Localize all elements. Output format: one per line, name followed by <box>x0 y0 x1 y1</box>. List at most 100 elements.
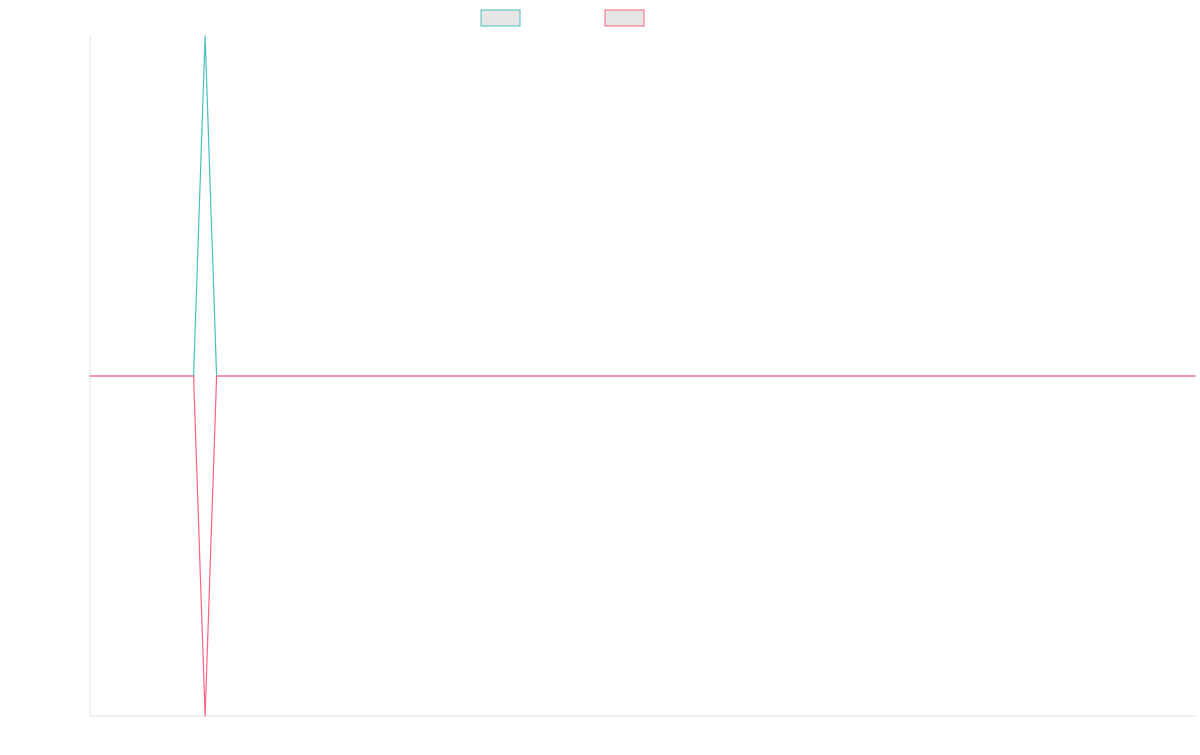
legend-swatch-1 <box>480 9 521 27</box>
series-2-point <box>653 375 655 377</box>
series-2-point <box>1079 375 1081 377</box>
series-2-point <box>250 375 252 377</box>
series-2-point <box>354 375 356 377</box>
series-2-point <box>503 375 505 377</box>
series-2-point <box>757 375 759 377</box>
series-2-point <box>1182 375 1185 377</box>
series-2-point <box>1125 375 1127 377</box>
series-2-line <box>90 375 1195 717</box>
series-2-point <box>584 375 586 377</box>
series-2-point <box>262 375 264 377</box>
series-2-point <box>377 375 379 377</box>
series-2-point <box>906 375 908 377</box>
series-2-point <box>941 375 943 377</box>
series-2-point <box>710 375 713 377</box>
series-2-point <box>860 375 862 377</box>
series-2-point <box>1090 375 1093 377</box>
series-2-point <box>618 375 621 377</box>
series-2-point <box>1171 375 1173 377</box>
series-2-point <box>1102 375 1104 377</box>
series-2-point <box>204 715 206 717</box>
legend-item-2[interactable] <box>604 9 645 27</box>
series-2-point <box>975 375 977 377</box>
series-2-point <box>446 375 448 377</box>
series-2-point <box>331 375 333 377</box>
series-2-point <box>538 375 540 377</box>
series-2-point <box>100 375 103 377</box>
series-2-point <box>849 375 851 377</box>
series-2-point <box>1021 375 1023 377</box>
series-2-point <box>987 375 989 377</box>
series-2-point <box>192 375 195 377</box>
series-2-point <box>1159 375 1162 377</box>
series-2-point <box>664 375 667 377</box>
series-2-point <box>169 375 172 377</box>
series-2-point <box>515 375 517 377</box>
series-2-point <box>480 375 482 377</box>
series-2-point <box>768 375 770 377</box>
series-2-point <box>745 375 747 377</box>
series-2-point <box>342 375 344 377</box>
series-2-point <box>239 375 241 377</box>
series-2-point <box>998 375 1000 377</box>
series-2-point <box>952 375 954 377</box>
series-2-point <box>699 375 701 377</box>
series-2-point <box>216 375 218 377</box>
series-2-point <box>158 375 160 377</box>
series-2-point <box>135 375 137 377</box>
series-2-point <box>273 375 275 377</box>
series-2-point <box>227 375 229 377</box>
legend-swatch-2 <box>604 9 645 27</box>
series-2-point <box>780 375 782 377</box>
series-2-point <box>285 375 287 377</box>
series-2-point <box>89 375 91 377</box>
series-2-point <box>492 375 494 377</box>
series-2-point <box>388 375 390 377</box>
series-2-point <box>319 375 321 377</box>
series-2-point <box>400 375 402 377</box>
series-2-point <box>181 375 183 377</box>
series-2-point <box>1067 375 1069 377</box>
series-2-point <box>883 375 885 377</box>
series-2-point <box>676 375 678 377</box>
series-2-point <box>826 375 828 377</box>
series-2-point <box>607 375 609 377</box>
series-2-point <box>146 375 149 377</box>
series-2-point <box>803 375 805 377</box>
series-2-point <box>561 375 563 377</box>
series-2-point <box>308 375 310 377</box>
series-2-point <box>1194 375 1196 377</box>
series-2-point <box>423 375 425 377</box>
series-2-point <box>123 375 126 377</box>
series-2-point <box>1044 375 1046 377</box>
series-2-point <box>791 375 793 377</box>
series-2-point <box>895 375 897 377</box>
series-layer <box>89 35 1196 717</box>
series-2-point <box>526 375 529 377</box>
series-2-point <box>872 375 874 377</box>
series-1-point <box>204 35 206 37</box>
series-2-point <box>457 375 459 377</box>
series-2-point <box>296 375 298 377</box>
series-2-point <box>630 375 632 377</box>
series-2-point <box>112 375 114 377</box>
series-2-point <box>733 375 736 377</box>
series-2-point <box>365 375 367 377</box>
series-2-point <box>929 375 931 377</box>
series-2-point <box>1056 375 1058 377</box>
series-2-point <box>595 375 598 377</box>
series-2-point <box>687 375 690 377</box>
legend[interactable] <box>480 9 645 27</box>
series-2-point <box>1113 375 1116 377</box>
legend-item-1[interactable] <box>480 9 521 27</box>
series-2-point <box>1010 375 1012 377</box>
series-2-point <box>837 375 839 377</box>
series-2-point <box>434 375 436 377</box>
series-2-point <box>964 375 966 377</box>
series-2-point <box>814 375 816 377</box>
series-2-point <box>1033 375 1035 377</box>
series-2-point <box>918 375 920 377</box>
series-2-point <box>549 375 552 377</box>
